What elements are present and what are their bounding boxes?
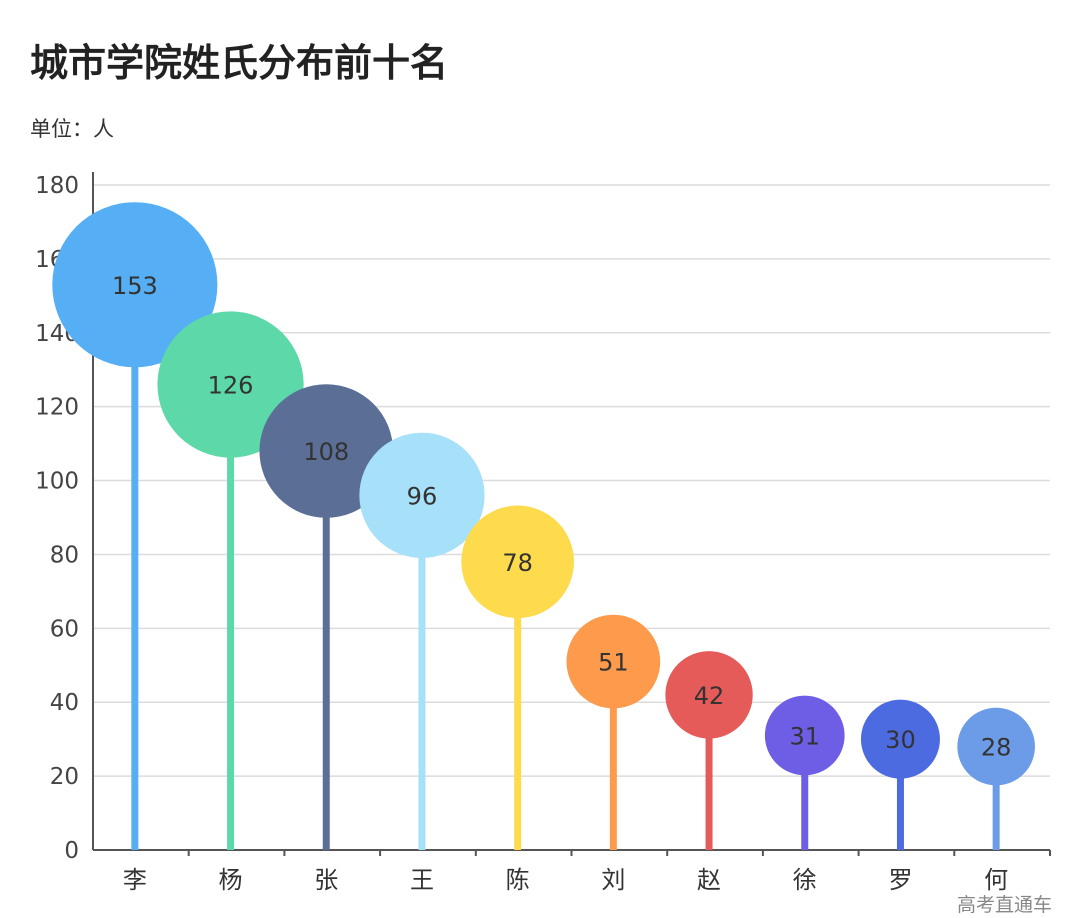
y-tick-label: 20 (50, 764, 79, 790)
bubble-陈 (461, 505, 574, 619)
y-tick-label: 100 (35, 469, 79, 495)
y-tick-label: 120 (35, 395, 79, 421)
x-tick-label: 陈 (506, 866, 530, 894)
y-tick-label: 40 (50, 690, 79, 716)
bubble-徐 (764, 695, 845, 776)
bubble-罗 (860, 699, 940, 779)
data-label: 30 (885, 726, 916, 754)
x-tick-label: 杨 (219, 866, 243, 894)
x-tick-label: 何 (984, 866, 1008, 894)
data-label: 126 (208, 372, 254, 400)
data-label: 31 (789, 722, 820, 750)
y-tick-label: 80 (50, 542, 79, 568)
y-tick-label: 180 (35, 173, 79, 199)
y-tick-label: 0 (64, 838, 79, 864)
x-tick-label: 张 (314, 866, 338, 894)
data-label: 78 (502, 549, 533, 577)
x-tick-label: 刘 (601, 866, 625, 894)
bubble-刘 (566, 614, 661, 709)
bubble-何 (957, 707, 1035, 786)
x-tick-label: 徐 (793, 866, 817, 894)
x-tick-label: 罗 (888, 866, 912, 894)
x-tick-label: 李 (123, 866, 147, 894)
y-tick-label: 60 (50, 616, 79, 642)
bubble-张 (259, 384, 394, 518)
watermark: 高考直通车 (956, 894, 1052, 916)
data-label: 96 (407, 482, 438, 510)
chart-title: 城市学院姓氏分布前十名 (30, 41, 449, 85)
bubble-李 (52, 202, 218, 368)
data-label: 42 (694, 682, 725, 710)
data-label: 108 (303, 438, 349, 466)
data-label: 28 (981, 734, 1012, 762)
chart-subtitle: 单位：人 (30, 117, 114, 141)
data-label: 153 (112, 272, 158, 300)
x-tick-label: 王 (410, 866, 434, 894)
bubble-赵 (665, 651, 753, 739)
x-tick-label: 赵 (697, 866, 721, 894)
data-label: 51 (598, 649, 629, 677)
bubble-王 (359, 432, 485, 558)
